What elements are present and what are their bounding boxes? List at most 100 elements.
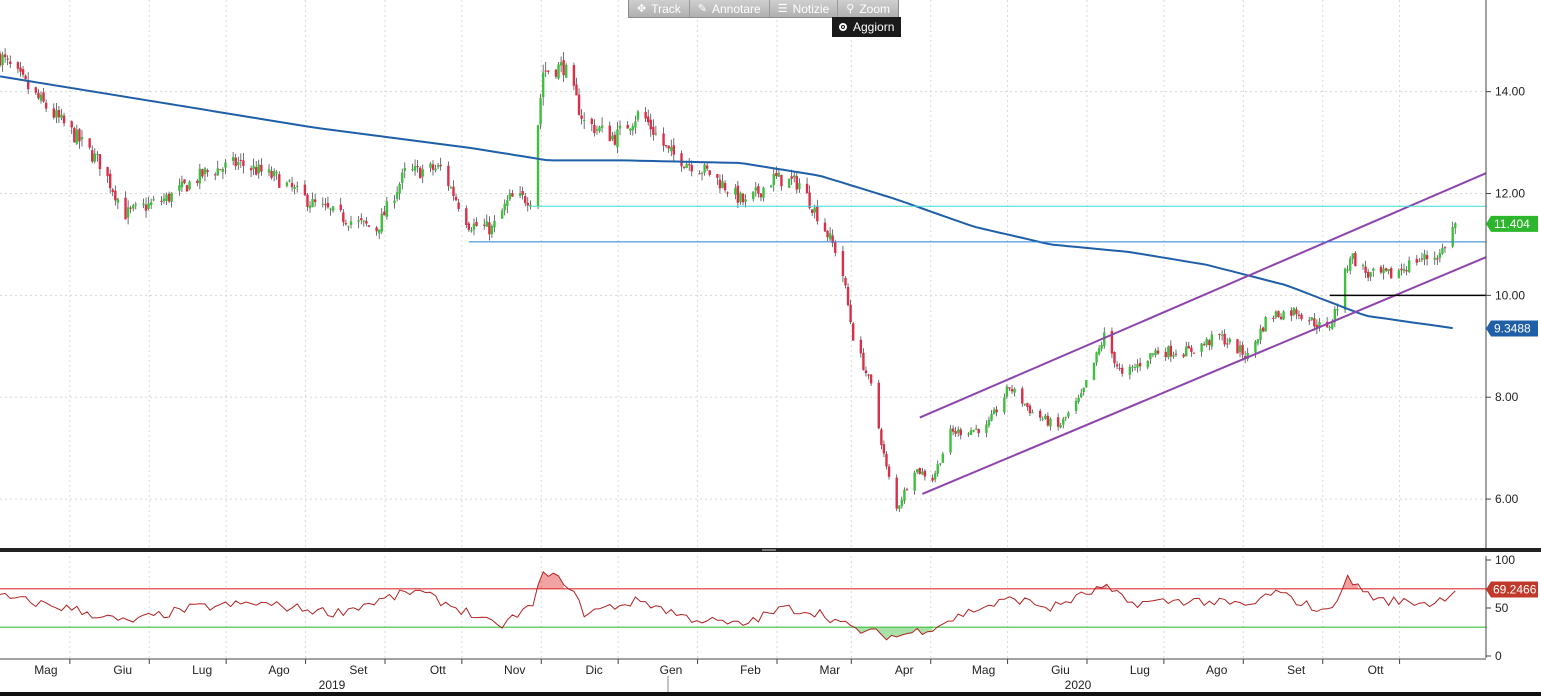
candle-body — [308, 205, 312, 209]
candle-body — [1164, 351, 1167, 357]
zoom-button[interactable]: ⚲ Zoom — [838, 0, 899, 17]
rsi-oversold-fill — [855, 627, 933, 640]
candle-body — [1366, 271, 1370, 278]
candle-body — [493, 220, 496, 228]
candle-body — [682, 166, 686, 168]
candle-body — [349, 221, 353, 225]
candle-body — [416, 166, 419, 168]
candle-body — [636, 111, 640, 120]
candle-body — [393, 200, 396, 204]
candle-body — [329, 208, 332, 210]
annotate-label: Annotare — [712, 1, 761, 16]
candle-body — [465, 208, 468, 225]
candle-body — [362, 220, 366, 222]
candle-body — [898, 505, 901, 509]
chart-toolbar: ✥ Track ✎ Annotare ☰ Notizie ⚲ Zoom — [628, 0, 900, 18]
candle-body — [593, 124, 596, 134]
candle-body — [503, 203, 506, 211]
candle-body — [490, 225, 494, 235]
candle-body — [1346, 269, 1349, 271]
candle-body — [795, 176, 799, 190]
channel-upper-line — [919, 172, 1487, 419]
candle-body — [1062, 418, 1065, 425]
candle-body — [385, 201, 389, 217]
candle-body — [201, 169, 204, 177]
candle-body — [831, 235, 834, 244]
candle-body — [506, 200, 509, 207]
month-label: Apr — [895, 663, 914, 677]
candle-body — [1256, 339, 1260, 344]
candle-body — [447, 165, 450, 187]
candle-body — [60, 114, 63, 118]
candle-body — [608, 125, 611, 142]
candle-body — [303, 184, 307, 196]
rsi-line — [0, 570, 1456, 641]
candle-body — [529, 204, 532, 207]
candle-body — [255, 167, 258, 175]
candle-body — [936, 464, 939, 474]
candle-body — [1274, 311, 1278, 318]
candle-body — [723, 182, 727, 191]
candle-body — [864, 370, 868, 374]
track-button[interactable]: ✥ Track — [629, 0, 690, 17]
candle-body — [798, 183, 801, 190]
candle-body — [918, 467, 921, 474]
candle-body — [790, 176, 793, 179]
candle-body — [1085, 380, 1088, 388]
candle-body — [1172, 354, 1175, 357]
candle-body — [752, 191, 755, 200]
candle-body — [1154, 350, 1157, 356]
candle-body — [734, 187, 737, 195]
candle-body — [239, 159, 243, 161]
candle-body — [629, 128, 632, 131]
news-button[interactable]: ☰ Notizie — [769, 0, 839, 17]
candle-body — [572, 65, 576, 86]
candle-body — [816, 205, 819, 222]
price-tick-label: 8.00 — [1495, 390, 1519, 404]
candle-body — [1364, 266, 1367, 273]
candle-body — [851, 323, 855, 341]
candle-body — [739, 192, 742, 202]
candle-body — [293, 187, 296, 190]
candle-body — [111, 189, 114, 193]
candle-body — [418, 167, 422, 179]
month-label: Lug — [1130, 663, 1150, 677]
candle-body — [1351, 253, 1354, 259]
candle-body — [1210, 334, 1214, 347]
candle-body — [431, 164, 435, 170]
candle-body — [1331, 320, 1334, 329]
candle-body — [375, 227, 378, 232]
candle-body — [1039, 410, 1042, 418]
candle-body — [1110, 330, 1114, 354]
price-tick-label: 10.00 — [1495, 288, 1525, 302]
candle-body — [1261, 327, 1265, 332]
candle-body — [718, 179, 722, 189]
candle-body — [475, 221, 478, 226]
candle-body — [1056, 417, 1060, 427]
candle-body — [698, 173, 701, 175]
candle-body — [921, 471, 924, 475]
annotate-button[interactable]: ✎ Annotare — [689, 0, 770, 17]
candle-body — [267, 169, 271, 173]
candle-body — [616, 129, 619, 148]
candle-body — [1415, 258, 1419, 263]
candle-body — [762, 187, 765, 198]
candle-body — [129, 207, 132, 209]
candle-body — [1277, 311, 1280, 318]
candle-body — [1026, 403, 1029, 407]
candle-body — [252, 165, 255, 170]
candle-body — [167, 193, 171, 202]
candle-body — [1292, 308, 1296, 315]
refresh-button[interactable]: Aggiorn — [832, 17, 902, 37]
candle-body — [1074, 400, 1078, 412]
candle-body — [923, 470, 927, 477]
magnifier-icon: ⚲ — [846, 3, 855, 15]
month-label: Gen — [660, 663, 683, 677]
candle-body — [1005, 386, 1009, 397]
candle-body — [452, 186, 455, 197]
candle-body — [1272, 317, 1275, 319]
candle-body — [73, 127, 76, 143]
candle-body — [1190, 347, 1193, 352]
candle-body — [1400, 268, 1403, 271]
